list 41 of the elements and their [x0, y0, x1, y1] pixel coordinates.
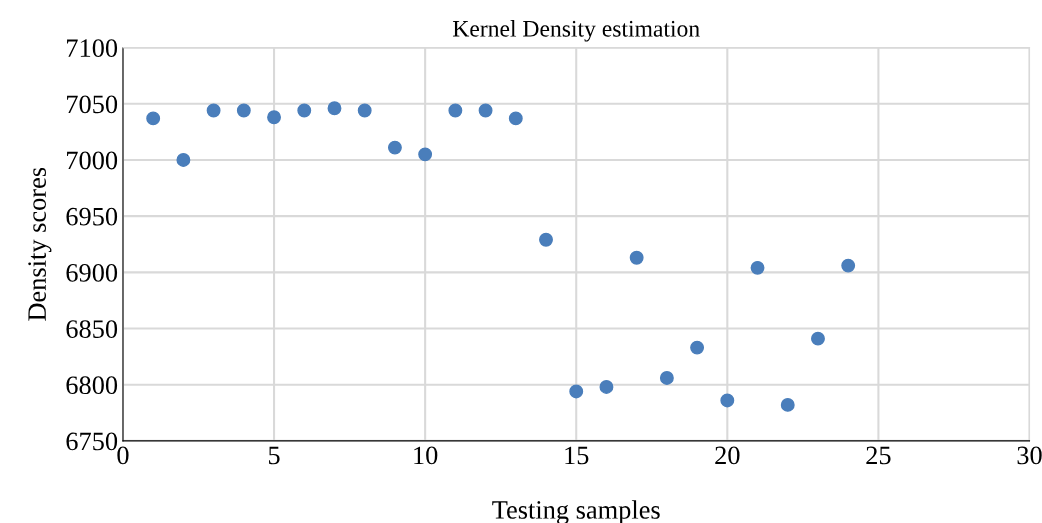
- point: [357, 103, 372, 118]
- point: [750, 260, 765, 275]
- x-tick-label: 15: [565, 446, 589, 465]
- y-axis-title: Density scores: [28, 167, 52, 321]
- point: [720, 393, 735, 408]
- point: [448, 103, 463, 118]
- y-tick-label: 7000: [67, 151, 118, 170]
- point: [146, 111, 161, 126]
- point: [841, 258, 856, 273]
- point: [690, 340, 705, 355]
- point: [569, 384, 584, 399]
- point: [176, 153, 191, 167]
- y-tick-label: 7050: [67, 95, 118, 114]
- x-tick-label: 30: [1017, 446, 1042, 465]
- x-tick-label: 0: [117, 446, 129, 465]
- point: [599, 380, 614, 394]
- point: [206, 103, 221, 118]
- y-tick-label: 6900: [66, 263, 118, 282]
- point: [811, 331, 825, 346]
- chart-title: Kernel Density estimation: [452, 20, 700, 42]
- y-tick-label: 6750: [66, 432, 118, 451]
- point: [267, 110, 281, 125]
- point: [236, 103, 251, 118]
- x-tick-label: 5: [268, 446, 280, 465]
- point: [780, 397, 795, 412]
- point: [418, 147, 433, 162]
- point: [297, 103, 312, 118]
- x-tick-label: 25: [866, 446, 891, 465]
- point: [387, 140, 402, 155]
- point: [539, 232, 553, 247]
- y-tick-label: 6800: [66, 376, 118, 395]
- y-tick-label: 7100: [67, 39, 118, 58]
- y-tick-label: 6850: [66, 320, 118, 338]
- point: [629, 250, 644, 265]
- point: [327, 101, 342, 116]
- x-tick-label: 20: [715, 446, 740, 465]
- point: [508, 111, 523, 126]
- point: [659, 371, 674, 385]
- point: [478, 103, 493, 118]
- x-tick-label: 10: [414, 446, 438, 465]
- y-tick-label: 6950: [66, 207, 118, 226]
